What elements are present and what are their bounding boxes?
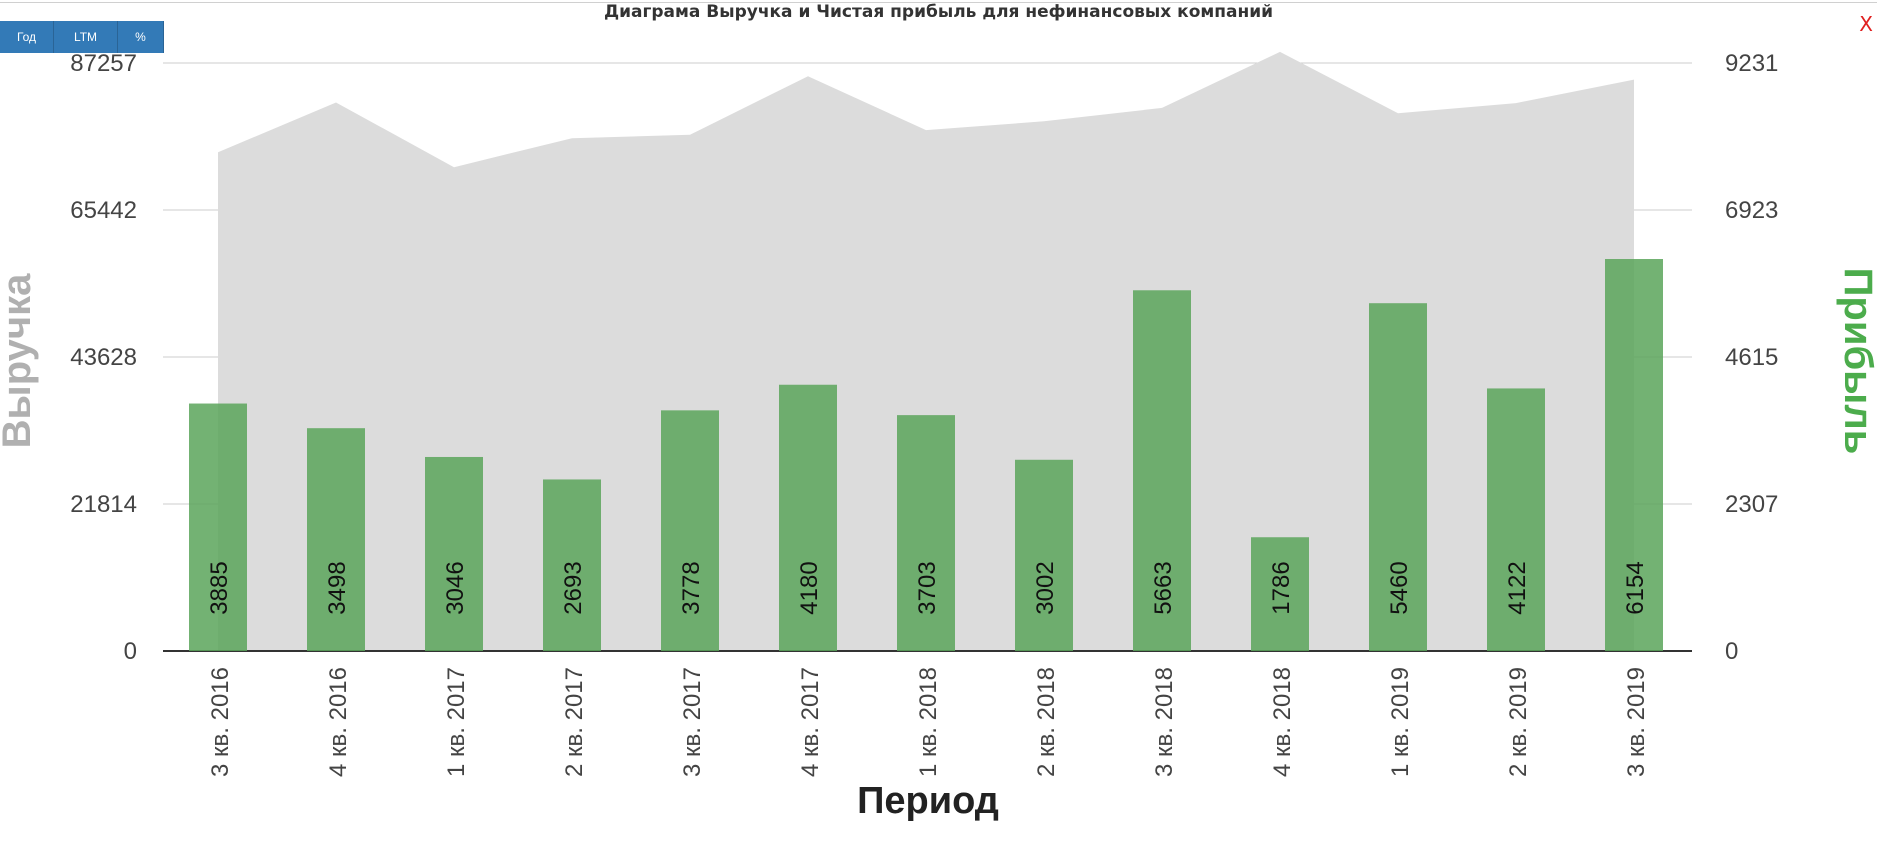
y-right-tick-label: 4615 [1725,344,1778,371]
profit-bar-value-label: 5663 [1150,561,1177,614]
profit-bar-value-label: 3885 [206,561,233,614]
y-right-tick-label: 2307 [1725,491,1778,518]
profit-bar [1487,388,1545,651]
x-tick-label: 2 кв. 2017 [561,667,588,777]
y-left-tick-label: 43628 [70,344,137,371]
x-tick-label: 4 кв. 2018 [1269,667,1296,777]
year-button[interactable]: Год [0,21,54,53]
profit-bar-value-label: 3046 [442,561,469,614]
x-axis-title: Период [857,780,999,822]
profit-bar [307,428,365,651]
chart-title: Диаграма Выручка и Чистая прибыль для не… [603,2,1274,22]
y-left-tick-label: 87257 [70,50,137,77]
ltm-button[interactable]: LTM [54,21,118,53]
profit-bar [1605,259,1663,651]
profit-bar-value-label: 3498 [324,561,351,614]
profit-bar [1251,537,1309,651]
profit-bar-value-label: 5460 [1386,561,1413,614]
profit-bar [425,456,483,651]
profit-bar [779,384,837,651]
profit-bar-value-label: 4122 [1504,561,1531,614]
x-tick-label: 1 кв. 2018 [915,667,942,777]
top-border [0,2,1877,3]
y-left-axis-title: Выручка [0,273,39,448]
profit-bar [189,403,247,651]
y-left-tick-label: 0 [124,638,137,665]
profit-bar-value-label: 4180 [796,561,823,614]
y-right-tick-label: 9231 [1725,50,1778,77]
period-toggle-group: Год LTM % [0,21,164,53]
x-tick-label: 2 кв. 2019 [1505,667,1532,777]
y-left-tick-label: 65442 [70,197,137,224]
x-tick-label: 1 кв. 2017 [443,667,470,777]
y-right-axis-title: Прибыль [1836,268,1877,455]
profit-bar [661,410,719,651]
profit-bar [1133,290,1191,651]
percent-button[interactable]: % [118,21,164,53]
profit-bar-value-label: 3778 [678,561,705,614]
profit-bar-value-label: 3002 [1032,561,1059,614]
profit-bar [1015,459,1073,651]
y-right-tick-label: 6923 [1725,197,1778,224]
x-tick-label: 1 кв. 2019 [1387,667,1414,777]
profit-bar-value-label: 3703 [914,561,941,614]
profit-bar [543,479,601,651]
x-tick-label: 3 кв. 2019 [1623,667,1650,777]
x-tick-label: 3 кв. 2017 [679,667,706,777]
y-left-tick-label: 21814 [70,491,137,518]
close-button[interactable]: X [1859,12,1873,36]
x-tick-label: 4 кв. 2016 [325,667,352,777]
profit-bar [1369,303,1427,651]
x-tick-label: 4 кв. 2017 [797,667,824,777]
y-right-tick-label: 0 [1725,638,1738,665]
x-tick-label: 3 кв. 2018 [1151,667,1178,777]
x-tick-label: 3 кв. 2016 [207,667,234,777]
profit-bar-value-label: 6154 [1622,561,1649,614]
profit-bar-value-label: 2693 [560,561,587,614]
profit-bar-value-label: 1786 [1268,561,1295,614]
x-tick-label: 2 кв. 2018 [1033,667,1060,777]
profit-bar [897,415,955,651]
